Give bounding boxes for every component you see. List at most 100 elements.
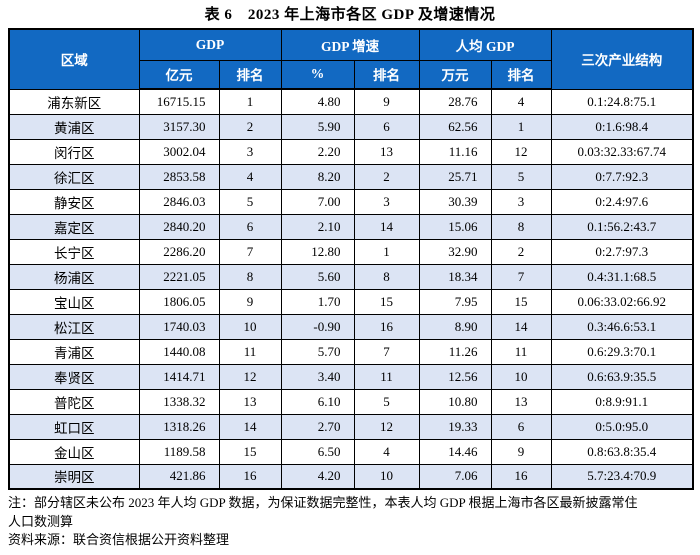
per-capita-value-cell: 25.71	[418, 163, 492, 190]
gdp-value-cell: 1806.05	[138, 288, 220, 315]
gdp-value-cell: 2286.20	[138, 238, 220, 265]
per-capita-value-cell: 11.26	[418, 338, 492, 365]
growth-rank-cell: 16	[353, 313, 420, 340]
gdp-value-cell: 2846.03	[138, 188, 220, 215]
growth-value-cell: 2.20	[280, 138, 355, 165]
gdp-rank-cell: 4	[218, 163, 282, 190]
table-row: 杨浦区 2221.05 8 5.60 8 18.34 7 0.4:31.1:68.5	[8, 263, 694, 290]
per-capita-value-cell: 12.56	[418, 363, 492, 390]
header-growth-rank: 排名	[353, 59, 420, 90]
industry-structure-cell: 0.4:31.1:68.5	[550, 263, 694, 290]
region-cell: 浦东新区	[8, 88, 140, 115]
header-row-groups: 区域 GDP GDP 增速 人均 GDP 三次产业结构	[8, 28, 694, 90]
growth-value-cell: 2.10	[280, 213, 355, 240]
industry-structure-cell: 0.03:32.33:67.74	[550, 138, 694, 165]
header-per-capita-rank: 排名	[490, 59, 552, 90]
industry-structure-cell: 0:8.9:91.1	[550, 388, 694, 415]
per-capita-value-cell: 18.34	[418, 263, 492, 290]
per-capita-value-cell: 32.90	[418, 238, 492, 265]
gdp-value-cell: 421.86	[138, 463, 220, 490]
gdp-value-cell: 1740.03	[138, 313, 220, 340]
growth-value-cell: 8.20	[280, 163, 355, 190]
industry-structure-cell: 0.06:33.02:66.92	[550, 288, 694, 315]
region-cell: 虹口区	[8, 413, 140, 440]
gdp-rank-cell: 11	[218, 338, 282, 365]
per-capita-value-cell: 19.33	[418, 413, 492, 440]
table-row: 金山区 1189.58 15 6.50 4 14.46 9 0.8:63.8:35.4	[8, 438, 694, 465]
growth-value-cell: 3.40	[280, 363, 355, 390]
table-row: 宝山区 1806.05 9 1.70 15 7.95 15 0.06:33.02:66.92	[8, 288, 694, 315]
industry-structure-cell: 0:5.0:95.0	[550, 413, 694, 440]
growth-rank-cell: 6	[353, 113, 420, 140]
growth-value-cell: 6.10	[280, 388, 355, 415]
gdp-value-cell: 16715.15	[138, 88, 220, 115]
growth-rank-cell: 5	[353, 388, 420, 415]
per-capita-rank-cell: 15	[490, 288, 552, 315]
per-capita-value-cell: 10.80	[418, 388, 492, 415]
growth-rank-cell: 3	[353, 188, 420, 215]
table-row: 黄浦区 3157.30 2 5.90 6 62.56 1 0:1.6:98.4	[8, 113, 694, 140]
region-cell: 青浦区	[8, 338, 140, 365]
growth-rank-cell: 1	[353, 238, 420, 265]
gdp-value-cell: 3157.30	[138, 113, 220, 140]
per-capita-rank-cell: 9	[490, 438, 552, 465]
industry-structure-cell: 0.8:63.8:35.4	[550, 438, 694, 465]
per-capita-value-cell: 7.06	[418, 463, 492, 490]
header-per-capita-unit: 万元	[418, 59, 492, 90]
per-capita-rank-cell: 12	[490, 138, 552, 165]
gdp-rank-cell: 13	[218, 388, 282, 415]
footnote-line-2: 人口数测算	[8, 513, 74, 529]
industry-structure-cell: 0:1.6:98.4	[550, 113, 694, 140]
per-capita-rank-cell: 4	[490, 88, 552, 115]
header-growth-group: GDP 增速	[280, 28, 420, 61]
per-capita-rank-cell: 7	[490, 263, 552, 290]
region-cell: 奉贤区	[8, 363, 140, 390]
growth-rank-cell: 4	[353, 438, 420, 465]
growth-rank-cell: 8	[353, 263, 420, 290]
table-body: 浦东新区 16715.15 1 4.80 9 28.76 4 0.1:24.8:75.1 黄浦区…	[8, 88, 694, 490]
gdp-value-cell: 1318.26	[138, 413, 220, 440]
gdp-table: 区域 GDP GDP 增速 人均 GDP 三次产业结构 亿元 排名 % 排名 万…	[8, 28, 695, 490]
table-row: 浦东新区 16715.15 1 4.80 9 28.76 4 0.1:24.8:75.1	[8, 88, 694, 115]
per-capita-rank-cell: 6	[490, 413, 552, 440]
industry-structure-cell: 0.6:63.9:35.5	[550, 363, 694, 390]
table-row: 静安区 2846.03 5 7.00 3 30.39 3 0:2.4:97.6	[8, 188, 694, 215]
table-row: 青浦区 1440.08 11 5.70 7 11.26 11 0.6:29.3:70.1	[8, 338, 694, 365]
growth-value-cell: 4.80	[280, 88, 355, 115]
header-gdp-group: GDP	[138, 28, 282, 61]
region-cell: 杨浦区	[8, 263, 140, 290]
table-row: 崇明区 421.86 16 4.20 10 7.06 16 5.7:23.4:70.9	[8, 463, 694, 490]
gdp-rank-cell: 3	[218, 138, 282, 165]
industry-structure-cell: 0:7.7:92.3	[550, 163, 694, 190]
header-growth-unit: %	[280, 59, 355, 90]
gdp-value-cell: 2853.58	[138, 163, 220, 190]
region-cell: 松江区	[8, 313, 140, 340]
gdp-rank-cell: 12	[218, 363, 282, 390]
growth-value-cell: 6.50	[280, 438, 355, 465]
region-cell: 嘉定区	[8, 213, 140, 240]
gdp-rank-cell: 1	[218, 88, 282, 115]
per-capita-rank-cell: 3	[490, 188, 552, 215]
gdp-value-cell: 1414.71	[138, 363, 220, 390]
per-capita-value-cell: 28.76	[418, 88, 492, 115]
table-row: 闵行区 3002.04 3 2.20 13 11.16 12 0.03:32.33:67.74	[8, 138, 694, 165]
header-gdp-unit: 亿元	[138, 59, 220, 90]
table-footnotes: 注：部分辖区未公布 2023 年人均 GDP 数据，为保证数据完整性，本表人均 …	[8, 494, 692, 550]
growth-rank-cell: 15	[353, 288, 420, 315]
per-capita-value-cell: 8.90	[418, 313, 492, 340]
industry-structure-cell: 0:2.7:97.3	[550, 238, 694, 265]
per-capita-value-cell: 62.56	[418, 113, 492, 140]
table-row: 长宁区 2286.20 7 12.80 1 32.90 2 0:2.7:97.3	[8, 238, 694, 265]
industry-structure-cell: 0.3:46.6:53.1	[550, 313, 694, 340]
table-row: 徐汇区 2853.58 4 8.20 2 25.71 5 0:7.7:92.3	[8, 163, 694, 190]
growth-rank-cell: 10	[353, 463, 420, 490]
gdp-value-cell: 2221.05	[138, 263, 220, 290]
region-cell: 普陀区	[8, 388, 140, 415]
gdp-value-cell: 3002.04	[138, 138, 220, 165]
per-capita-value-cell: 14.46	[418, 438, 492, 465]
industry-structure-cell: 5.7:23.4:70.9	[550, 463, 694, 490]
industry-structure-cell: 0.6:29.3:70.1	[550, 338, 694, 365]
header-region: 区域	[8, 28, 140, 90]
gdp-value-cell: 1189.58	[138, 438, 220, 465]
per-capita-rank-cell: 5	[490, 163, 552, 190]
